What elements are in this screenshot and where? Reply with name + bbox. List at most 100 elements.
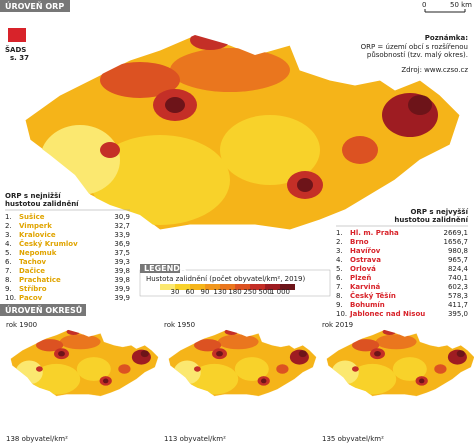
orp-name: Sušice bbox=[19, 213, 45, 221]
orp-name: Orlová bbox=[350, 265, 376, 273]
map-caption: 135 obyvatel/km² bbox=[322, 435, 384, 443]
map-title: rok 1950 bbox=[164, 321, 195, 329]
note: Poznámka: Zdroj: www.czso.cz ORP = území… bbox=[361, 34, 469, 74]
orp-name: Havířov bbox=[350, 247, 381, 255]
rank: 1. bbox=[336, 229, 343, 237]
small-map bbox=[327, 328, 474, 396]
density: 39,8 bbox=[114, 267, 130, 275]
legend-heading: LEGENDA bbox=[144, 264, 187, 273]
scale-label: 50 km bbox=[450, 1, 472, 9]
small-maps: rok 1900 138 obyvatel/km² rok 1950 113 obyv… bbox=[6, 321, 474, 443]
scale-label: 0 bbox=[422, 1, 426, 9]
legend-break: 250 bbox=[243, 288, 256, 296]
orp-name: Hl. m. Praha bbox=[350, 229, 399, 237]
legend-swatch bbox=[175, 284, 190, 290]
density: 395,0 bbox=[448, 310, 468, 318]
orp-name: Český Těšín bbox=[350, 291, 396, 300]
orp-name: Dačice bbox=[19, 267, 45, 275]
legend: LEGENDA Hustota zalidnění (počet obyvate… bbox=[139, 264, 331, 297]
map-caption: 113 obyvatel/km² bbox=[164, 435, 226, 443]
density: 39,9 bbox=[114, 285, 130, 293]
density: 39,9 bbox=[114, 294, 130, 302]
orp-name: Pacov bbox=[19, 294, 43, 302]
orp-name: Kralovice bbox=[19, 231, 56, 239]
orp-name: Karviná bbox=[350, 283, 381, 291]
section-bar bbox=[0, 304, 86, 316]
rank: 4. bbox=[336, 256, 343, 264]
rank: 7. bbox=[336, 283, 343, 291]
list-title: ORP s nejvyšší bbox=[410, 208, 468, 216]
section-bar bbox=[0, 0, 70, 12]
orp-name: Vimperk bbox=[19, 222, 52, 230]
legend-break: 180 bbox=[228, 288, 241, 296]
legend-swatch bbox=[160, 284, 175, 290]
legend-break: 500 bbox=[258, 288, 271, 296]
legend-title: Hustota zalidnění (počet obyvatel/km², 2… bbox=[146, 275, 305, 283]
rank: 2. bbox=[336, 238, 343, 246]
rank: 4. bbox=[5, 240, 12, 248]
rank: 9. bbox=[336, 301, 343, 309]
legend-break: 1 000 bbox=[270, 288, 290, 296]
legend-swatch bbox=[235, 284, 250, 290]
rank: 7. bbox=[5, 267, 12, 275]
orp-name: Nepomuk bbox=[19, 249, 57, 257]
legend-break: 30 bbox=[171, 288, 180, 296]
legend-break: 90 bbox=[201, 288, 210, 296]
rank: 5. bbox=[5, 249, 12, 257]
note-line: působností (tzv. malý okres). bbox=[367, 51, 468, 59]
legend-break: 60 bbox=[186, 288, 195, 296]
density: 36,9 bbox=[114, 240, 130, 248]
scale-bar: 0 50 km bbox=[422, 1, 472, 13]
density: 37,5 bbox=[114, 249, 130, 257]
map-title: rok 2019 bbox=[322, 321, 353, 329]
orp-name: Jablonec nad Nisou bbox=[349, 310, 425, 318]
density: 965,7 bbox=[448, 256, 468, 264]
rank: 9. bbox=[5, 285, 12, 293]
density: 824,4 bbox=[448, 265, 469, 273]
logo: ŠADS s. 37 bbox=[5, 28, 29, 62]
orp-name: Prachatice bbox=[19, 276, 61, 284]
density: 39,8 bbox=[114, 276, 130, 284]
legend-break: 130 bbox=[213, 288, 226, 296]
rank: 5. bbox=[336, 265, 343, 273]
orp-name: Tachov bbox=[19, 258, 47, 266]
orp-name: Bohumín bbox=[350, 301, 385, 309]
rank: 1. bbox=[5, 213, 12, 221]
section-title: ÚROVEŇ OKRESŮ bbox=[5, 304, 82, 315]
legend-swatch bbox=[280, 284, 295, 290]
main-map bbox=[25, 30, 460, 230]
legend-swatch bbox=[190, 284, 205, 290]
density: 980,8 bbox=[448, 247, 468, 255]
legend-swatch bbox=[205, 284, 220, 290]
orp-name: Plzeň bbox=[350, 274, 371, 282]
map-caption: 138 obyvatel/km² bbox=[6, 435, 68, 443]
density: 411,7 bbox=[448, 301, 468, 309]
density: 33,9 bbox=[114, 231, 130, 239]
density: 1656,7 bbox=[444, 238, 469, 246]
map-shape bbox=[11, 328, 159, 396]
density: 578,3 bbox=[448, 292, 468, 300]
list-title: ORP s nejnižší bbox=[5, 192, 61, 200]
rank: 2. bbox=[5, 222, 12, 230]
orp-name: Český Krumlov bbox=[19, 239, 78, 248]
density: 740,1 bbox=[448, 274, 468, 282]
density: 602,3 bbox=[448, 283, 468, 291]
density: 39,3 bbox=[114, 258, 130, 266]
small-map bbox=[11, 328, 159, 396]
rank: 3. bbox=[5, 231, 12, 239]
logo-text: s. 37 bbox=[10, 54, 29, 62]
section-title: ÚROVEŇ ORP bbox=[5, 0, 64, 11]
rank: 10. bbox=[336, 310, 347, 318]
list-title: hustotou zalidnění bbox=[394, 216, 468, 224]
legend-swatch bbox=[250, 284, 265, 290]
density: 2669,1 bbox=[444, 229, 469, 237]
legend-swatch bbox=[220, 284, 235, 290]
density: 30,9 bbox=[114, 213, 130, 221]
rank: 8. bbox=[336, 292, 343, 300]
map-title: rok 1900 bbox=[6, 321, 37, 329]
rank: 10. bbox=[5, 294, 16, 302]
legend-swatch bbox=[265, 284, 280, 290]
